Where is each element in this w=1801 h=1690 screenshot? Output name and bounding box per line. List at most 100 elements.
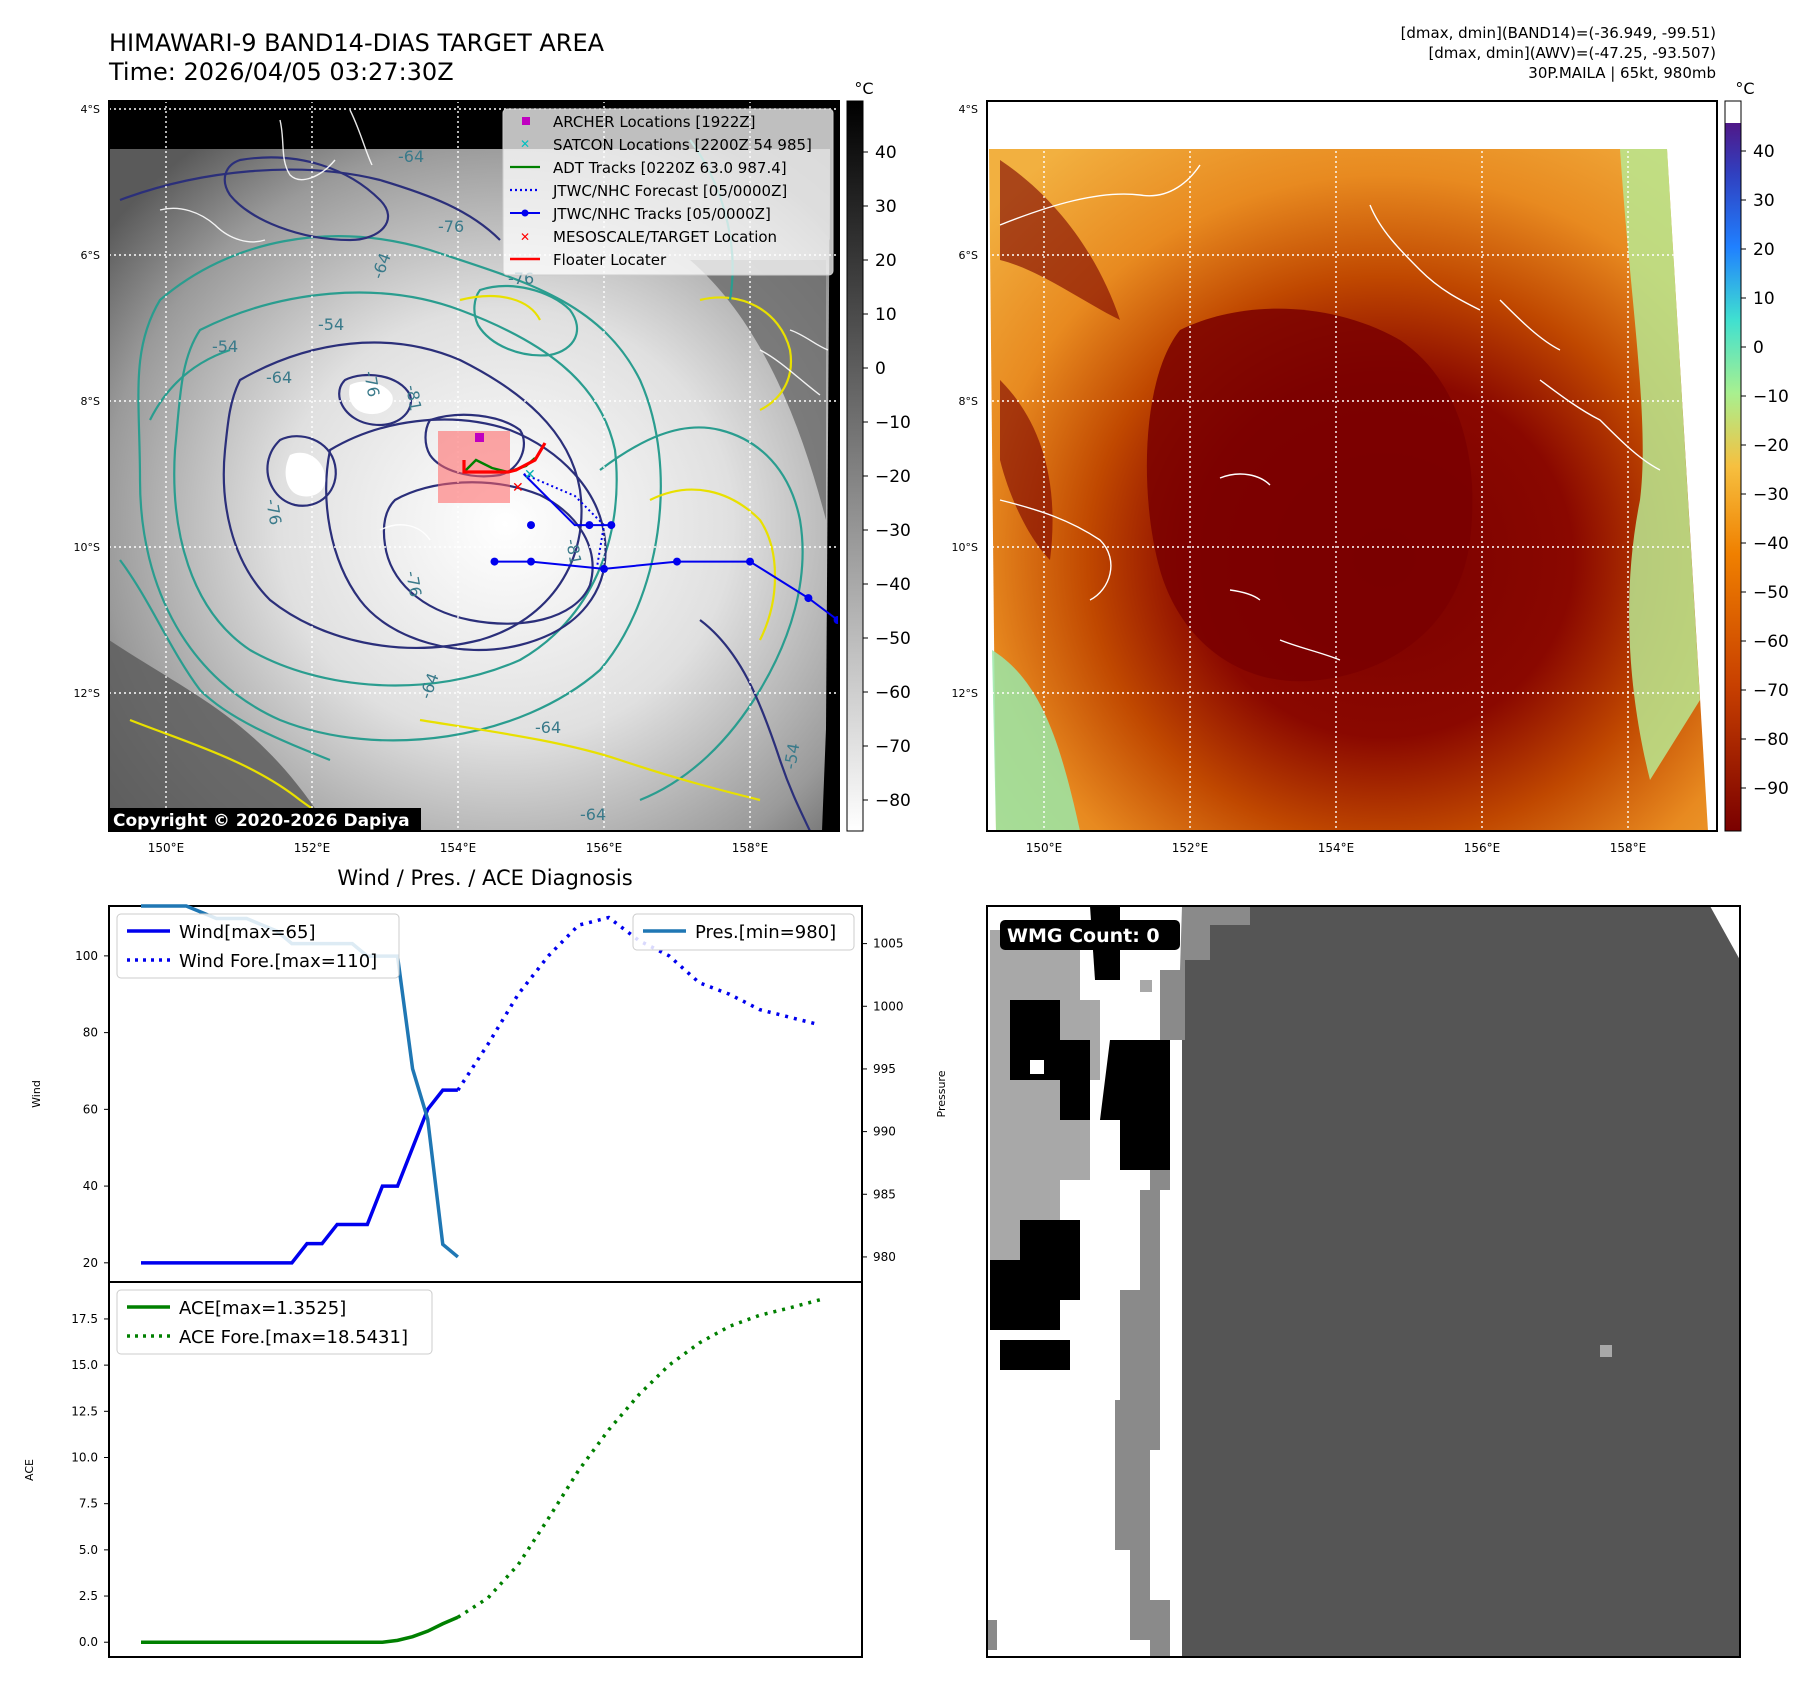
ace-series-line-0 [141,1615,459,1644]
lon-label: 150°E [1026,841,1063,855]
colorbar-tick-label: 0 [1753,338,1764,358]
lat-label: 12°S [74,687,100,700]
colorbar-tick-label: −50 [1753,583,1789,603]
colorbar-tick-label: −40 [875,575,911,595]
jtwc-track-point [746,557,754,566]
legend-floater: Floater Locater [553,251,667,269]
wind-axis-label: Wind [30,1080,43,1108]
awv-colorbar [1724,100,1742,832]
y-tick-label: 5.0 [79,1543,98,1557]
archer-marker [475,433,484,442]
colorbar-tick-label: 20 [1753,240,1775,260]
lat-label: 12°S [952,687,978,700]
jtwc-forecast-point [527,521,535,530]
colorbar-tick-label: −60 [1753,632,1789,652]
y2-tick-label: 980 [873,1250,896,1264]
y-tick-label: 20 [83,1256,98,1270]
jtwc-track-point [490,557,499,566]
figure-time: Time: 2026/04/05 03:27:30Z [108,58,454,86]
y2-tick-label: 1005 [873,937,904,951]
y-tick-label: 7.5 [79,1497,98,1511]
lat-label: 8°S [959,395,978,408]
contour-label: -54 [212,337,238,356]
x-icon: ✕ [520,137,530,151]
legend-ace: ACE[max=1.3525] [179,1298,346,1319]
awv-range-info: [dmax, dmin](AWV)=(-47.25, -93.507) [1428,44,1716,62]
colorbar-tick-label: 20 [875,251,897,271]
contour-label: -76 [262,497,285,526]
colorbar-tick-label: −40 [1753,534,1789,554]
lon-label: 152°E [1172,841,1209,855]
pressure-axis-label: Pressure [935,1070,948,1117]
map-gridlines [987,101,1717,831]
contour-label: -76 [360,369,383,398]
ace-series-line-1 [456,1298,821,1619]
contour-label: -81 [402,383,425,412]
contour-labels: -64 -76 -76 -64 -54 -54 -64 -81 -76 -76 … [212,147,803,824]
figure-title: HIMAWARI-9 BAND14-DIAS TARGET AREA [109,29,605,57]
x-icon: ✕ [520,230,530,244]
temperature-contours [119,139,811,831]
ace-chart: 0.0 2.5 5.0 7.5 10.0 12.5 15.0 17.5 ACE ACE[max… [23,1281,863,1658]
lon-label: 158°E [1610,841,1647,855]
jtwc-track-point [804,594,813,603]
jtwc-track-point [600,564,608,573]
awv-map-panel: 150°E 152°E 154°E 156°E 158°E 4°S 6°S 8°… [952,79,1789,855]
lat-label: 10°S [952,541,978,554]
target-marker: ✕ [512,480,524,496]
colorbar-tick-label: −10 [875,413,911,433]
legend-adt: ADT Tracks [0220Z 63.0 987.4] [553,159,787,177]
floater-track-line [462,442,547,474]
contour-label: -64 [580,805,606,824]
colorbar-tick-label: 30 [875,197,897,217]
legend-jtwc-tracks: JTWC/NHC Tracks [05/0000Z] [552,205,771,223]
wmg-count-text: WMG Count: 0 [1007,925,1160,947]
colorbar-tick-label: −20 [875,467,911,487]
contour-label: -81 [562,537,585,566]
colorbar-tick-label: −30 [1753,485,1789,505]
colorbar-tick-label: 40 [875,143,897,163]
colorbar-tick-label: −80 [1753,730,1789,750]
y2-tick-label: 985 [873,1187,896,1201]
contour-label: -64 [535,718,561,737]
legend-archer: ARCHER Locations [1922Z] [553,113,756,131]
colorbar-tick-label: 40 [1753,142,1775,162]
legend-target: MESOSCALE/TARGET Location [553,228,777,246]
wind-legend: Wind[max=65] Wind Fore.[max=110] [116,913,400,979]
coastlines [159,109,829,541]
awv-colorbar-ticks: 40 30 20 10 0 −10 −20 −30 −40 −50 −60 −70 −80 −90 [1741,142,1789,799]
contour-label: -64 [398,147,424,166]
colorbar-tick-label: −90 [1753,779,1789,799]
map1-lon-labels: 150°E 152°E 154°E 156°E 158°E [148,841,769,855]
y2-tick-label: 1000 [873,999,904,1013]
contour-label: -76 [402,569,425,598]
colorbar-tick-label: −30 [875,521,911,541]
band14-range-info: [dmax, dmin](BAND14)=(-36.949, -99.51) [1401,24,1716,42]
satcon-marker: ✕ [524,467,536,483]
jtwc-track-point [833,616,839,624]
jtwc-track-point [527,557,535,566]
lat-label: 4°S [81,103,100,116]
colorbar-tick-label: −80 [875,791,911,811]
legend-ace-forecast: ACE Fore.[max=18.5431] [179,1327,408,1348]
map-legend: ✕ ✕ ARCHER Locations [1922Z] SATCON Loca… [502,108,834,276]
lat-label: 8°S [81,395,100,408]
contour-label: -54 [780,742,803,771]
wmg-badge [1000,920,1180,950]
colorbar-unit: °C [1735,79,1754,98]
band14-colorbar [846,100,864,832]
jtwc-forecast-line [523,473,606,570]
contour-label: -64 [266,368,292,387]
wind-pressure-chart: 20 40 60 80 100 980 985 990 995 1000 1005 Wind Pre… [30,904,948,1283]
colorbar-tick-label: −10 [1753,387,1789,407]
colorbar-tick-label: −50 [875,629,911,649]
wmg-panel: WMG Count: 0 [986,905,1741,1658]
band14-map-panel: -64 -76 -76 -64 -54 -54 -64 -81 -76 -76 … [74,79,911,855]
lon-label: 150°E [148,841,185,855]
band14-colorbar-ticks: 40 30 20 10 0 −10 −20 −30 −40 −50 −60 −70 −80 [863,143,911,811]
colorbar-tick-label: −70 [1753,681,1789,701]
colorbar-tick-label: 10 [875,305,897,325]
floater-box [438,431,510,503]
y2-tick-label: 990 [873,1125,896,1139]
lat-label: 4°S [959,103,978,116]
